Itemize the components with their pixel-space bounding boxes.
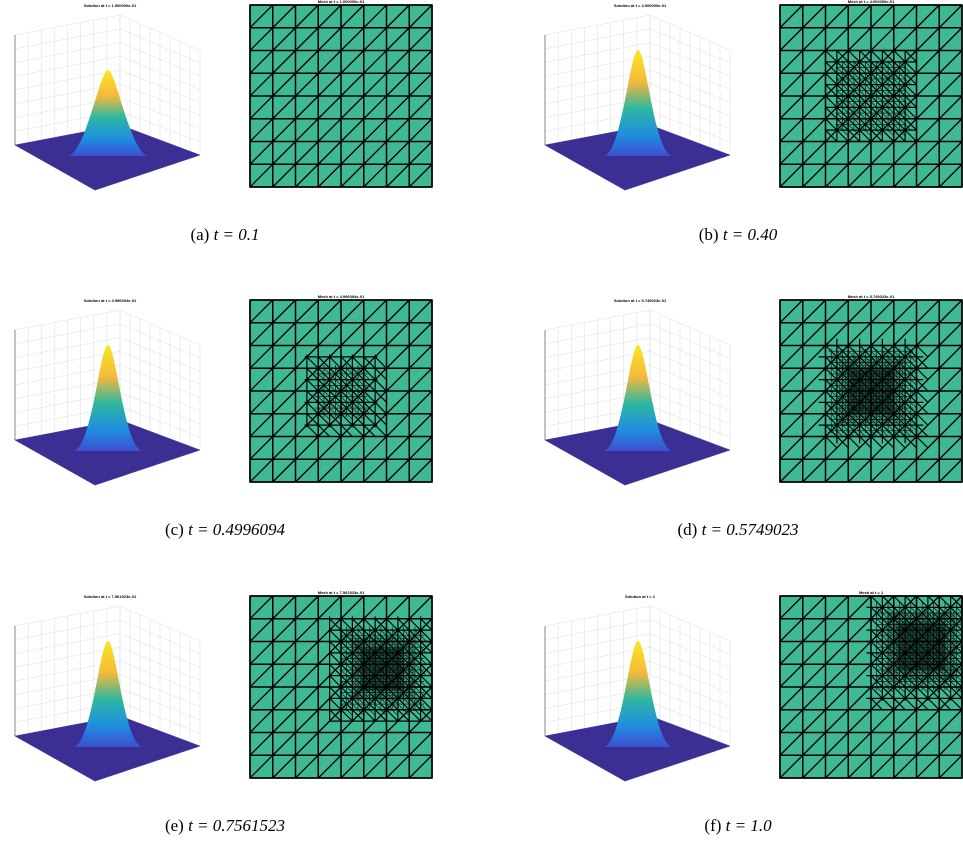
mesh-title: Mesh at t = 1.000000e-01 [318, 0, 365, 4]
caption-equation: t = 0.7561523 [188, 816, 285, 835]
mesh-title: Mesh at t = 4.996094e-01 [318, 294, 365, 299]
mesh-title: Mesh at t = 1 [859, 590, 884, 595]
panel: Solution at t = 5.749023e-01 Mesh at t = … [545, 294, 962, 539]
mesh-title: Mesh at t = 5.749023e-01 [848, 294, 895, 299]
surface-plot: Solution at t = 1.000000e-01 [15, 3, 200, 190]
mesh-title: Mesh at t = 4.000000e-01 [848, 0, 895, 4]
caption-label: (e) [165, 816, 184, 835]
solution-title: Solution at t = 4.000000e-01 [614, 3, 667, 8]
solution-title: Solution at t = 4.996094e-01 [84, 298, 137, 303]
mesh-title: Mesh at t = 7.561523e-01 [318, 590, 365, 595]
surface-plot: Solution at t = 5.749023e-01 [545, 298, 730, 485]
caption-equation: t = 0.5749023 [702, 520, 799, 539]
surface-peak [68, 70, 148, 156]
solution-title: Solution at t = 1 [625, 594, 656, 599]
solution-title: Solution at t = 7.561523e-01 [84, 594, 137, 599]
caption-label: (a) [190, 225, 209, 244]
caption: (d) t = 0.5749023 [677, 520, 798, 539]
caption: (e) t = 0.7561523 [165, 816, 285, 835]
solution-title: Solution at t = 1.000000e-01 [84, 3, 137, 8]
caption-label: (b) [699, 225, 719, 244]
mesh-plot: Mesh at t = 1 [780, 590, 962, 778]
panel: Solution at t = 7.561523e-01 Mesh at t = … [15, 590, 432, 835]
panel: Solution at t = 4.996094e-01 Mesh at t = … [15, 294, 432, 539]
mesh-plot: Mesh at t = 1.000000e-01 [250, 0, 432, 187]
caption-equation: t = 0.1 [214, 225, 260, 244]
figure: Solution at t = 1.000000e-01 Mesh at t = … [0, 0, 963, 846]
caption-equation: t = 0.4996094 [188, 520, 285, 539]
caption: (a) t = 0.1 [190, 225, 259, 244]
caption-label: (d) [677, 520, 697, 539]
panel: Solution at t = 1Mesh at t = 1(f) t = 1.… [545, 590, 962, 835]
mesh-plot: Mesh at t = 4.996094e-01 [250, 294, 432, 482]
caption-label: (c) [165, 520, 184, 539]
caption-equation: t = 0.40 [723, 225, 778, 244]
solution-title: Solution at t = 5.749023e-01 [614, 298, 667, 303]
surface-plot: Solution at t = 4.996094e-01 [15, 298, 200, 485]
mesh-plot: Mesh at t = 7.561523e-01 [250, 590, 432, 778]
mesh-plot: Mesh at t = 4.000000e-01 [780, 0, 962, 187]
panel: Solution at t = 1.000000e-01 Mesh at t = … [15, 0, 432, 244]
caption: (b) t = 0.40 [699, 225, 778, 244]
surface-plot: Solution at t = 7.561523e-01 [15, 594, 200, 781]
surface-plot: Solution at t = 1 [545, 594, 730, 781]
caption: (c) t = 0.4996094 [165, 520, 286, 539]
panel: Solution at t = 4.000000e-01 Mesh at t = … [545, 0, 962, 244]
surface-plot: Solution at t = 4.000000e-01 [545, 3, 730, 190]
mesh-plot: Mesh at t = 5.749023e-01 [780, 294, 962, 482]
